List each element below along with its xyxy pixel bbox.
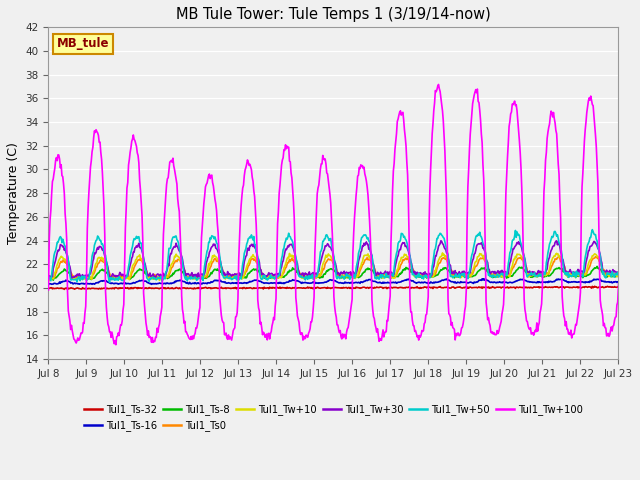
Tul1_Ts-16 bbox=[45, 281, 52, 287]
Tul1_Tw+10 bbox=[420, 272, 428, 278]
Tul1_Ts-8 bbox=[56, 271, 63, 276]
Tul1_Ts-8 bbox=[404, 265, 412, 271]
Tul1_Ts-8 bbox=[420, 273, 428, 279]
Text: MB_tule: MB_tule bbox=[57, 37, 109, 50]
Tul1_Ts-8 bbox=[49, 277, 57, 283]
Tul1_Ts-32 bbox=[591, 283, 598, 289]
Tul1_Tw+100 bbox=[112, 342, 120, 348]
Tul1_Ts-32 bbox=[202, 285, 210, 290]
Tul1_Ts0 bbox=[420, 272, 428, 277]
Tul1_Tw+100 bbox=[420, 321, 428, 326]
Tul1_Tw+50 bbox=[172, 233, 180, 239]
Tul1_Tw+50 bbox=[45, 276, 52, 281]
Tul1_Ts0 bbox=[119, 276, 127, 282]
Tul1_Tw+30 bbox=[437, 238, 445, 243]
Tul1_Tw+10 bbox=[172, 252, 180, 257]
Tul1_Tw+10 bbox=[614, 271, 622, 276]
Tul1_Tw+30 bbox=[404, 246, 412, 252]
Tul1_Ts-16 bbox=[480, 276, 488, 282]
Line: Tul1_Tw+50: Tul1_Tw+50 bbox=[49, 229, 618, 282]
Tul1_Ts-16 bbox=[148, 281, 156, 287]
Tul1_Ts-16 bbox=[114, 281, 122, 287]
Tul1_Ts0 bbox=[114, 274, 122, 279]
Tul1_Tw+100 bbox=[202, 181, 210, 187]
Tul1_Tw+30 bbox=[55, 248, 63, 253]
Line: Tul1_Ts0: Tul1_Ts0 bbox=[49, 257, 618, 279]
Tul1_Ts-32 bbox=[61, 287, 68, 292]
Tul1_Tw+100 bbox=[172, 177, 180, 183]
Tul1_Tw+10 bbox=[115, 276, 122, 282]
Tul1_Ts-16 bbox=[404, 277, 412, 283]
Tul1_Ts-8 bbox=[115, 276, 122, 282]
Tul1_Tw+30 bbox=[202, 260, 210, 266]
Tul1_Tw+10 bbox=[56, 256, 63, 262]
Tul1_Ts-32 bbox=[404, 285, 412, 290]
Tul1_Tw+100 bbox=[435, 82, 442, 87]
Tul1_Tw+100 bbox=[115, 330, 122, 336]
Tul1_Tw+100 bbox=[614, 281, 622, 287]
Tul1_Tw+50 bbox=[589, 227, 596, 232]
Tul1_Tw+10 bbox=[45, 277, 53, 283]
Tul1_Ts0 bbox=[404, 255, 412, 261]
Tul1_Ts-32 bbox=[115, 286, 122, 291]
Tul1_Tw+10 bbox=[202, 273, 210, 278]
Tul1_Ts0 bbox=[55, 264, 63, 270]
Tul1_Tw+10 bbox=[438, 250, 446, 256]
Tul1_Ts-16 bbox=[614, 279, 622, 285]
Tul1_Tw+50 bbox=[420, 273, 428, 278]
Tul1_Ts-32 bbox=[172, 285, 180, 290]
Tul1_Tw+50 bbox=[55, 237, 63, 243]
Tul1_Tw+10 bbox=[404, 254, 412, 260]
Tul1_Tw+50 bbox=[106, 279, 113, 285]
Tul1_Ts0 bbox=[591, 254, 599, 260]
Line: Tul1_Ts-32: Tul1_Ts-32 bbox=[49, 286, 618, 289]
Tul1_Ts-32 bbox=[45, 285, 52, 291]
Tul1_Ts-32 bbox=[420, 284, 428, 290]
Tul1_Ts-16 bbox=[55, 281, 63, 287]
Y-axis label: Temperature (C): Temperature (C) bbox=[7, 142, 20, 244]
Tul1_Tw+30 bbox=[115, 274, 122, 279]
Tul1_Ts-32 bbox=[55, 286, 63, 291]
Tul1_Tw+30 bbox=[45, 273, 52, 278]
Tul1_Ts-8 bbox=[45, 276, 52, 281]
Line: Tul1_Tw+10: Tul1_Tw+10 bbox=[49, 253, 618, 280]
Tul1_Tw+100 bbox=[45, 287, 52, 293]
Tul1_Tw+30 bbox=[420, 272, 428, 278]
Legend: Tul1_Ts-32, Tul1_Ts-16, Tul1_Ts-8, Tul1_Ts0, Tul1_Tw+10, Tul1_Tw+30, Tul1_Tw+50,: Tul1_Ts-32, Tul1_Ts-16, Tul1_Ts-8, Tul1_… bbox=[80, 400, 587, 435]
Tul1_Tw+30 bbox=[614, 269, 622, 275]
Tul1_Tw+100 bbox=[55, 152, 63, 158]
Line: Tul1_Tw+30: Tul1_Tw+30 bbox=[49, 240, 618, 279]
Tul1_Ts-16 bbox=[172, 279, 180, 285]
Tul1_Tw+30 bbox=[172, 240, 180, 246]
Tul1_Tw+50 bbox=[202, 252, 210, 258]
Tul1_Tw+50 bbox=[614, 272, 622, 278]
Title: MB Tule Tower: Tule Temps 1 (3/19/14-now): MB Tule Tower: Tule Temps 1 (3/19/14-now… bbox=[176, 7, 491, 22]
Tul1_Ts0 bbox=[202, 275, 210, 280]
Tul1_Ts0 bbox=[172, 258, 180, 264]
Tul1_Tw+30 bbox=[108, 276, 115, 282]
Tul1_Ts-16 bbox=[202, 280, 210, 286]
Tul1_Tw+10 bbox=[45, 276, 52, 282]
Line: Tul1_Ts-8: Tul1_Ts-8 bbox=[49, 266, 618, 280]
Line: Tul1_Tw+100: Tul1_Tw+100 bbox=[49, 84, 618, 345]
Tul1_Ts-8 bbox=[172, 268, 180, 274]
Tul1_Tw+50 bbox=[404, 243, 412, 249]
Tul1_Ts-8 bbox=[202, 276, 210, 281]
Tul1_Ts0 bbox=[614, 271, 622, 277]
Tul1_Ts-8 bbox=[593, 264, 601, 269]
Tul1_Tw+100 bbox=[404, 172, 412, 178]
Tul1_Ts-8 bbox=[614, 274, 622, 279]
Tul1_Tw+50 bbox=[115, 277, 122, 283]
Tul1_Ts-32 bbox=[614, 284, 622, 290]
Tul1_Ts0 bbox=[45, 275, 52, 281]
Line: Tul1_Ts-16: Tul1_Ts-16 bbox=[49, 279, 618, 284]
Tul1_Ts-16 bbox=[420, 279, 428, 285]
